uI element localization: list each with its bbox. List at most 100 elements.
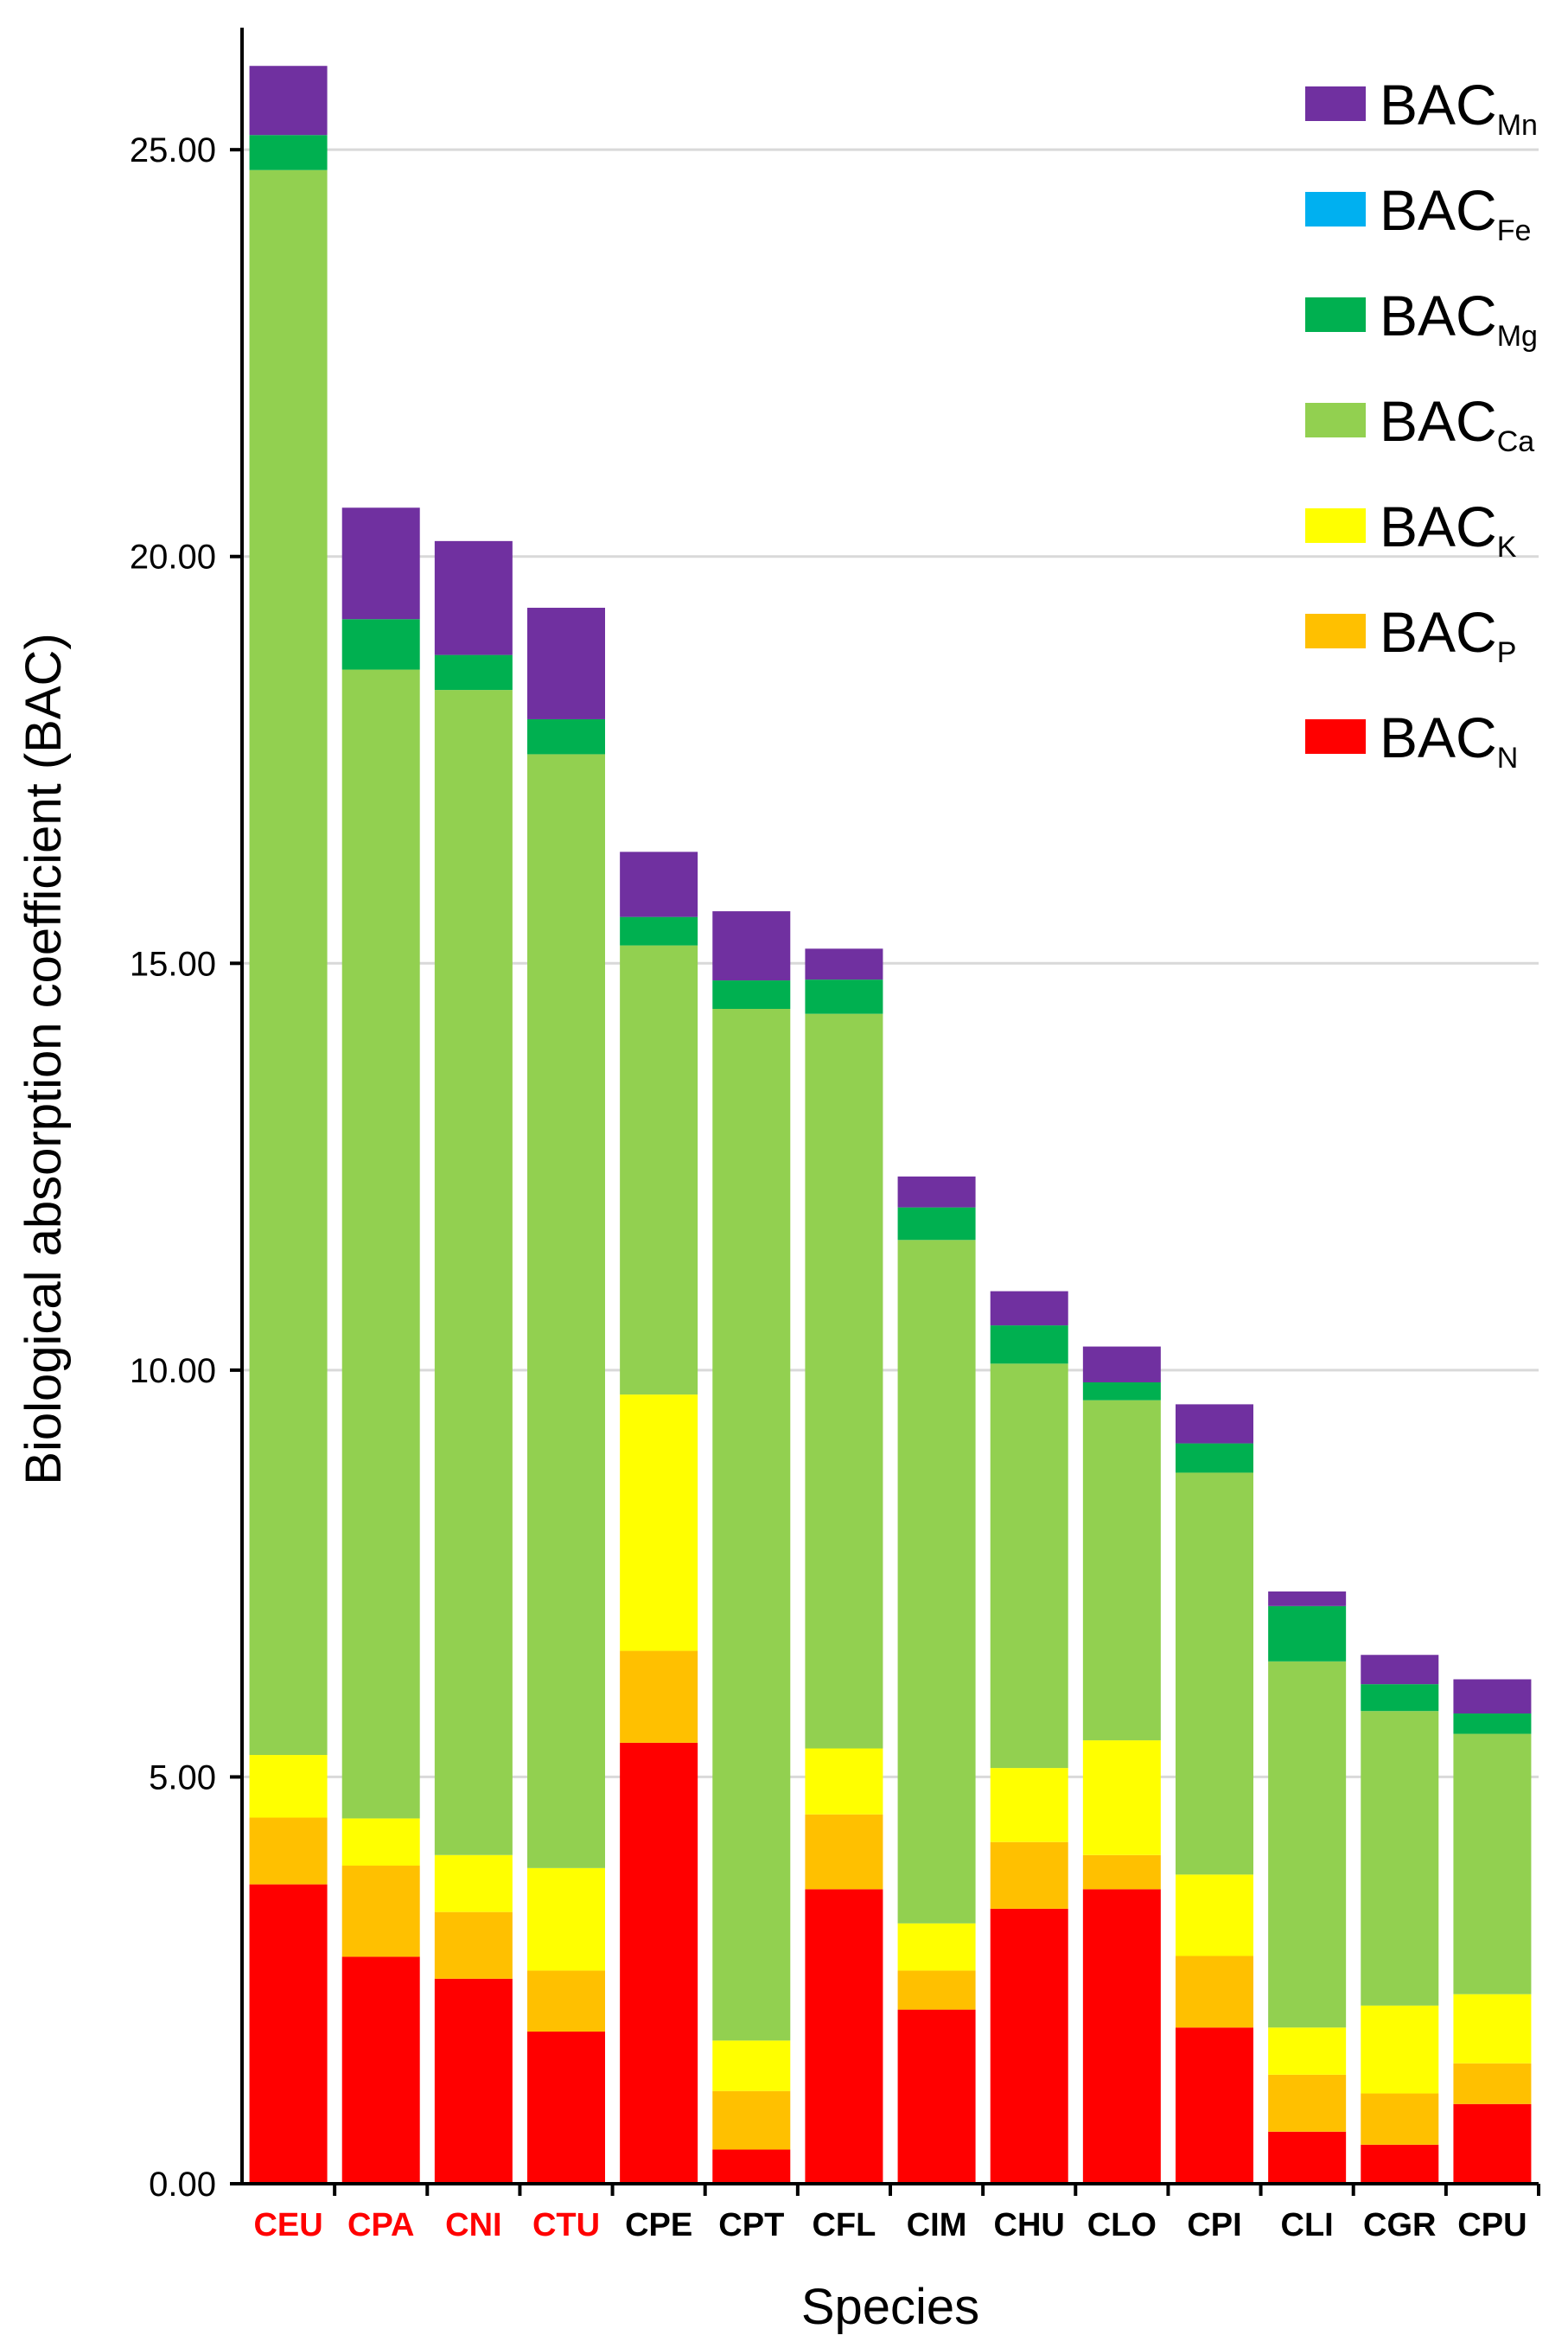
bar-segment-k	[1082, 1740, 1161, 1855]
bar-segment-mg	[1361, 1684, 1439, 1712]
x-tick-label: CGR	[1363, 2207, 1436, 2243]
x-tick-label: CEU	[253, 2207, 322, 2243]
legend-swatch-mn	[1305, 86, 1366, 121]
bar-segment-p	[341, 1866, 420, 1957]
x-tick-label: CPE	[625, 2207, 692, 2243]
bar-segment-mg	[1176, 1443, 1253, 1473]
bar-segment-mn	[527, 608, 605, 719]
bar-segment-mn	[1082, 1346, 1161, 1382]
bar-segment-mn	[712, 911, 791, 981]
bar-segment-ca	[1176, 1472, 1253, 1875]
x-tick-label: CTU	[532, 2207, 600, 2243]
x-tick-label: CLI	[1281, 2207, 1334, 2243]
x-tick-label: CLO	[1087, 2207, 1157, 2243]
bar-segment-n	[249, 1884, 328, 2184]
bar-segment-ca	[527, 754, 605, 1868]
legend-label-mn: BACMn	[1380, 73, 1538, 142]
bar-segment-n	[1176, 2027, 1253, 2184]
legend-label-fe: BACFe	[1380, 178, 1531, 247]
x-ticks: CEU CPA CNI CTU CPE CPT CFL CIM CHU CLO CPI CLI CGR C…	[253, 2184, 1540, 2243]
bar-segment-ca	[620, 945, 698, 1395]
bar-segment-mn	[990, 1291, 1068, 1326]
bar-segment-k	[341, 1818, 420, 1866]
bar-segment-p	[527, 1970, 605, 2032]
bar-segment-p	[249, 1817, 328, 1885]
bar-segment-mg	[1082, 1381, 1161, 1401]
bar-segment-mg	[712, 980, 791, 1010]
bar-segment-mn	[1176, 1404, 1253, 1444]
bar-segment-p	[1361, 2093, 1439, 2145]
bar-segment-n	[434, 1978, 513, 2184]
bar-segment-p	[990, 1841, 1068, 1909]
bar-segment-mn	[620, 852, 698, 917]
bar-segment-mn	[897, 1176, 976, 1208]
bar-segment-ca	[1268, 1661, 1347, 2028]
bar-segment-n	[1453, 2103, 1532, 2184]
bar-segment-ca	[1453, 1733, 1532, 1994]
bar-segment-k	[1361, 2005, 1439, 2094]
bar-segment-p	[897, 1970, 976, 2010]
y-tick-label: 25.00	[130, 131, 216, 169]
bar-segment-k	[990, 1768, 1068, 1842]
y-tick-label: 15.00	[130, 945, 216, 983]
bar-segment-mg	[1268, 1605, 1347, 1662]
bar-segment-p	[1176, 1956, 1253, 2028]
legend-label-mg: BACMg	[1380, 284, 1538, 353]
bar-segment-n	[1082, 1889, 1161, 2184]
bar-segment-n	[527, 2032, 605, 2184]
bar-segment-n	[341, 1956, 420, 2184]
legend-swatch-k	[1305, 508, 1366, 543]
bar-segment-p	[620, 1650, 698, 1743]
x-tick-label: CPT	[718, 2207, 784, 2243]
legend-swatch-p	[1305, 614, 1366, 648]
bar-segment-ca	[1361, 1711, 1439, 2006]
bar-segment-k	[1453, 1994, 1532, 2064]
x-tick-label: CIM	[907, 2207, 967, 2243]
legend-swatch-mg	[1305, 297, 1366, 332]
bar-segment-mg	[434, 654, 513, 691]
legend-label-k: BACK	[1380, 494, 1517, 564]
bar-segment-p	[434, 1911, 513, 1979]
bar-segment-ca	[341, 669, 420, 1819]
bar-segment-mn	[341, 507, 420, 620]
bar-segment-k	[527, 1867, 605, 1971]
x-tick-label: CHU	[994, 2207, 1065, 2243]
bar-segment-k	[712, 2040, 791, 2091]
bar-segment-p	[1268, 2074, 1347, 2132]
bar-segment-mg	[897, 1207, 976, 1241]
bar-segment-mg	[805, 979, 883, 1014]
bar-segment-k	[620, 1394, 698, 1651]
legend-swatch-ca	[1305, 403, 1366, 437]
bar-segment-n	[805, 1889, 883, 2184]
x-tick-label: CPA	[347, 2207, 414, 2243]
bar-segment-mn	[805, 948, 883, 980]
legend-label-p: BACP	[1380, 600, 1516, 669]
bar-segment-mg	[990, 1325, 1068, 1364]
legend-label-n: BACN	[1380, 705, 1518, 775]
bar-segment-k	[1176, 1874, 1253, 1956]
bar-segment-mg	[341, 619, 420, 670]
bar-segment-n	[990, 1908, 1068, 2184]
bar-segment-mg	[527, 718, 605, 755]
y-axis-label: Biological absorption coefficient (BAC)	[16, 633, 72, 1484]
bar-segment-mn	[1361, 1655, 1439, 1685]
bar-segment-p	[1082, 1854, 1161, 1890]
bar-segment-ca	[805, 1013, 883, 1749]
legend-swatch-n	[1305, 719, 1366, 754]
bar-segment-mn	[249, 66, 328, 136]
bar-segment-k	[805, 1748, 883, 1815]
bar-segment-n	[1268, 2131, 1347, 2184]
x-tick-label: CPU	[1457, 2207, 1527, 2243]
bar-segment-mg	[249, 135, 328, 170]
y-ticks: 0.00 5.00 10.00 15.00 20.00 25.00	[130, 131, 242, 2204]
bar-segment-k	[897, 1923, 976, 1971]
bar-segment-p	[1453, 2063, 1532, 2104]
y-tick-label: 10.00	[130, 1352, 216, 1390]
x-axis-label: Species	[801, 2279, 979, 2335]
bar-segment-mn	[1268, 1591, 1347, 1606]
bar-segment-mn	[434, 540, 513, 655]
legend-label-ca: BACCa	[1380, 389, 1534, 458]
bar-segment-p	[712, 2090, 791, 2150]
bar-segment-ca	[434, 690, 513, 1855]
